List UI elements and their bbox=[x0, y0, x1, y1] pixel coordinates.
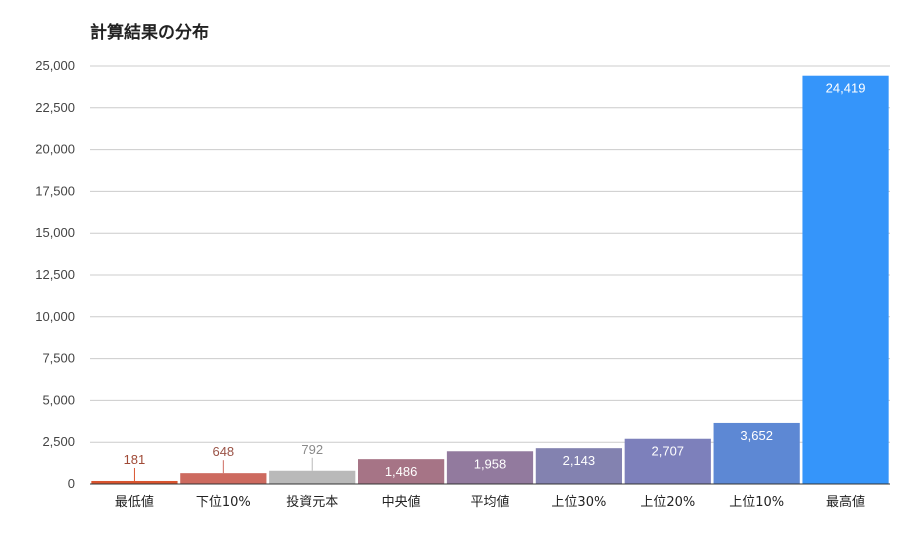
x-tick-label: 最高値 bbox=[826, 494, 865, 510]
data-label: 2,143 bbox=[563, 453, 596, 468]
data-label: 181 bbox=[124, 452, 146, 467]
data-label: 1,486 bbox=[385, 464, 418, 479]
bar bbox=[180, 473, 267, 484]
y-tick-label: 7,500 bbox=[42, 351, 75, 366]
bar bbox=[446, 451, 534, 484]
y-tick-label: 25,000 bbox=[35, 58, 75, 73]
data-label: 2,707 bbox=[652, 444, 685, 459]
y-tick-label: 0 bbox=[68, 476, 75, 491]
bar bbox=[535, 448, 622, 484]
x-tick-label: 上位10% bbox=[729, 495, 784, 510]
data-label: 1,958 bbox=[474, 456, 507, 471]
chart-title: 計算結果の分布 bbox=[90, 23, 209, 43]
x-tick-label: 最低値 bbox=[115, 494, 154, 510]
x-tick-label: 平均値 bbox=[470, 494, 509, 510]
x-tick-label: 投資元本 bbox=[286, 494, 338, 510]
x-tick-label: 下位10% bbox=[196, 495, 251, 510]
y-tick-label: 17,500 bbox=[35, 183, 75, 198]
bar bbox=[91, 480, 178, 484]
y-tick-label: 12,500 bbox=[35, 267, 75, 282]
y-tick-label: 5,000 bbox=[42, 392, 75, 407]
data-label: 24,419 bbox=[826, 81, 866, 96]
y-tick-label: 20,000 bbox=[35, 142, 75, 157]
data-label: 3,652 bbox=[740, 428, 773, 443]
bar bbox=[269, 470, 356, 484]
y-tick-label: 15,000 bbox=[35, 225, 75, 240]
y-tick-label: 10,000 bbox=[35, 309, 75, 324]
bar bbox=[713, 422, 800, 484]
x-tick-label: 中央値 bbox=[382, 494, 421, 510]
x-tick-label: 上位30% bbox=[551, 495, 606, 510]
data-label: 648 bbox=[212, 444, 234, 459]
data-label: 792 bbox=[301, 442, 323, 457]
x-tick-label: 上位20% bbox=[640, 495, 695, 510]
y-tick-label: 22,500 bbox=[35, 100, 75, 115]
bar bbox=[358, 459, 445, 484]
bar bbox=[624, 438, 711, 484]
y-tick-label: 2,500 bbox=[42, 434, 75, 449]
bar bbox=[802, 75, 889, 484]
